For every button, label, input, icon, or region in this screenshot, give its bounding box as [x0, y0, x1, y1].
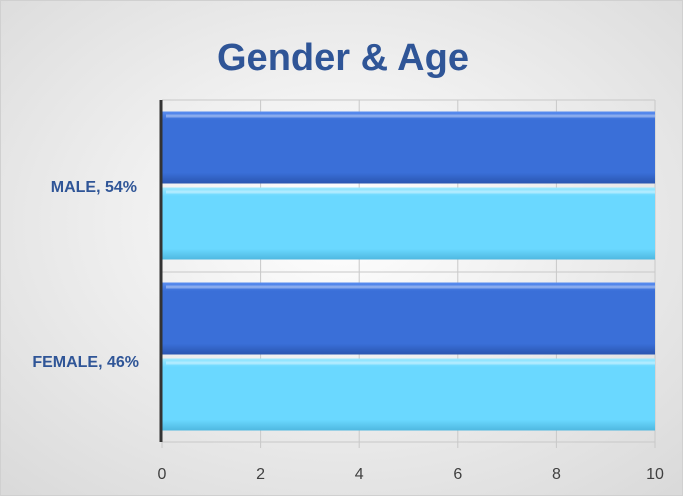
bar-female-series-2 [162, 358, 655, 431]
x-tick-2: 2 [256, 466, 265, 483]
bar-highlight-female-2 [166, 361, 655, 365]
bar-highlight-male-1 [166, 114, 655, 118]
bar-male-series-1 [162, 111, 655, 184]
category-label-male: MALE, 54% [51, 179, 137, 196]
x-tick-10: 10 [646, 466, 664, 483]
bar-female-series-1 [162, 282, 655, 355]
bar-highlight-male-2 [166, 190, 655, 194]
chart-title: Gender & Age [217, 37, 469, 79]
x-tick-4: 4 [355, 466, 364, 483]
x-tick-0: 0 [158, 466, 167, 483]
category-labels: MALE, 54% FEMALE, 46% [32, 179, 139, 371]
x-tick-8: 8 [552, 466, 561, 483]
bar-highlight-female-1 [166, 285, 655, 289]
bar-male-series-2 [162, 187, 655, 260]
bars [162, 111, 655, 431]
category-label-female: FEMALE, 46% [32, 354, 139, 371]
x-axis-ticks: 0 2 4 6 8 10 [158, 466, 664, 483]
x-tick-6: 6 [453, 466, 462, 483]
